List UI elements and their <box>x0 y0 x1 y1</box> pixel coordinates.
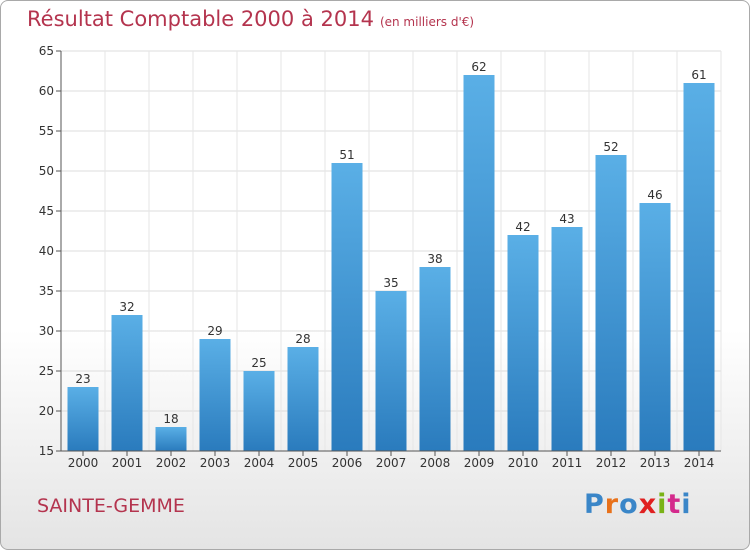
value-label-2005: 28 <box>295 332 310 346</box>
bar-2000 <box>67 387 99 451</box>
bar-2009 <box>463 75 495 451</box>
bar-2011 <box>551 227 583 451</box>
y-tick-label: 65 <box>39 44 54 58</box>
bar-2001 <box>111 315 143 451</box>
bar-2013 <box>639 203 671 451</box>
x-tick-label-2007: 2007 <box>376 456 407 470</box>
x-tick-label-2002: 2002 <box>156 456 187 470</box>
value-label-2006: 51 <box>339 148 354 162</box>
x-tick-label-2014: 2014 <box>684 456 715 470</box>
logo-letter: i <box>657 489 668 520</box>
logo-letter: i <box>681 489 692 520</box>
proxiti-logo: Proxiti <box>584 489 692 520</box>
y-tick-label: 45 <box>39 204 54 218</box>
bar-2005 <box>287 347 319 451</box>
bar-2004 <box>243 371 275 451</box>
x-tick-label-2003: 2003 <box>200 456 231 470</box>
logo-letter: t <box>667 489 682 520</box>
x-tick-label-2008: 2008 <box>420 456 451 470</box>
x-tick-label-2011: 2011 <box>552 456 583 470</box>
x-tick-label-2013: 2013 <box>640 456 671 470</box>
logo-letter: P <box>584 489 605 520</box>
value-label-2002: 18 <box>163 412 178 426</box>
value-label-2000: 23 <box>75 372 90 386</box>
bar-2014 <box>683 83 715 451</box>
y-tick-label: 55 <box>39 124 54 138</box>
value-label-2010: 42 <box>515 220 530 234</box>
y-tick-label: 20 <box>39 404 54 418</box>
y-tick-label: 40 <box>39 244 54 258</box>
bar-2008 <box>419 267 451 451</box>
value-label-2004: 25 <box>251 356 266 370</box>
y-tick-label: 50 <box>39 164 54 178</box>
x-tick-label-2001: 2001 <box>112 456 143 470</box>
x-tick-label-2004: 2004 <box>244 456 275 470</box>
value-label-2009: 62 <box>471 60 486 74</box>
logo-letter: x <box>638 489 658 520</box>
value-label-2011: 43 <box>559 212 574 226</box>
value-label-2007: 35 <box>383 276 398 290</box>
value-label-2013: 46 <box>647 188 662 202</box>
axes: 15 20 25 30 35 40 45 50 55 60 65 2000 2001 2002 2003 20… <box>39 44 721 470</box>
y-tick-label: 35 <box>39 284 54 298</box>
bar-2003 <box>199 339 231 451</box>
value-label-2008: 38 <box>427 252 442 266</box>
value-label-2003: 29 <box>207 324 222 338</box>
y-tick-label: 25 <box>39 364 54 378</box>
value-label-2014: 61 <box>691 68 706 82</box>
value-label-2001: 32 <box>119 300 134 314</box>
value-label-2012: 52 <box>603 140 618 154</box>
y-tick-label: 30 <box>39 324 54 338</box>
logo-letter: r <box>604 489 620 520</box>
bars: 23 32 18 29 25 28 51 35 38 62 42 43 52 46 61 <box>67 60 715 451</box>
x-tick-label-2006: 2006 <box>332 456 363 470</box>
chart-title: Résultat Comptable 2000 à 2014 (en millie… <box>27 7 474 31</box>
y-tick-label: 15 <box>39 444 54 458</box>
place-name: SAINTE-GEMME <box>37 495 185 517</box>
bar-2006 <box>331 163 363 451</box>
x-tick-label-2005: 2005 <box>288 456 319 470</box>
chart-subtitle: (en milliers d'€) <box>379 15 475 29</box>
chart-title-text: Résultat Comptable 2000 à 2014 <box>27 7 374 31</box>
y-tick-label: 60 <box>39 84 54 98</box>
x-tick-label-2012: 2012 <box>596 456 627 470</box>
x-tick-label-2010: 2010 <box>508 456 539 470</box>
bar-2010 <box>507 235 539 451</box>
bar-2012 <box>595 155 627 451</box>
x-tick-label-2009: 2009 <box>464 456 495 470</box>
x-tick-label-2000: 2000 <box>68 456 99 470</box>
bar-2002 <box>155 427 187 451</box>
bar-2007 <box>375 291 407 451</box>
logo-letter: o <box>619 489 639 520</box>
